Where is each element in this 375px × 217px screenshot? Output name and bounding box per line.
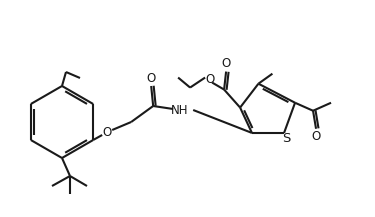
Text: O: O: [311, 130, 321, 143]
Text: O: O: [222, 57, 231, 70]
Text: O: O: [206, 73, 215, 86]
Text: O: O: [102, 125, 112, 138]
Text: O: O: [147, 71, 156, 84]
Text: S: S: [282, 132, 290, 145]
Text: NH: NH: [170, 104, 188, 117]
